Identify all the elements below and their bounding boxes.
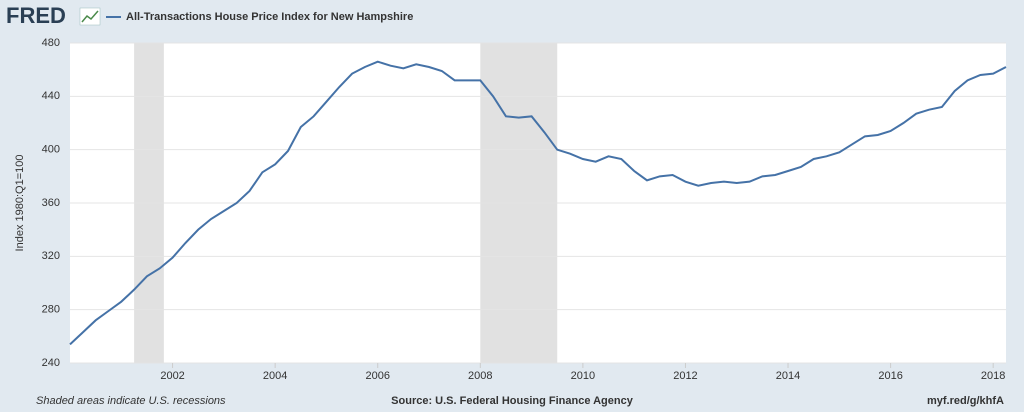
x-tick-label: 2008 [468, 370, 492, 382]
y-tick-label: 360 [42, 197, 60, 209]
x-tick-label: 2006 [365, 370, 389, 382]
y-tick-label: 240 [42, 357, 60, 369]
y-axis-label: Index 1980:Q1=100 [14, 155, 26, 252]
x-tick-label: 2014 [776, 370, 800, 382]
logo-icon [79, 7, 101, 26]
x-tick-label: 2016 [878, 370, 902, 382]
legend-label: All-Transactions House Price Index for N… [126, 11, 413, 23]
source: Source: U.S. Federal Housing Finance Age… [391, 395, 634, 407]
logo: FRED [6, 3, 66, 28]
y-tick-label: 400 [42, 144, 60, 156]
x-tick-label: 2004 [263, 370, 287, 382]
footnote: Shaded areas indicate U.S. recessions [36, 395, 226, 407]
data-line [69, 60, 1007, 346]
link[interactable]: myf.red/g/khfA [927, 395, 1004, 407]
y-tick-label: 440 [42, 90, 60, 102]
x-tick-label: 2018 [981, 370, 1005, 382]
x-tick-label: 2002 [160, 370, 184, 382]
y-tick-label: 480 [42, 37, 60, 49]
x-tick-label: 2010 [571, 370, 595, 382]
y-tick-label: 280 [42, 304, 60, 316]
y-tick-label: 320 [42, 250, 60, 262]
x-tick-label: 2012 [673, 370, 697, 382]
